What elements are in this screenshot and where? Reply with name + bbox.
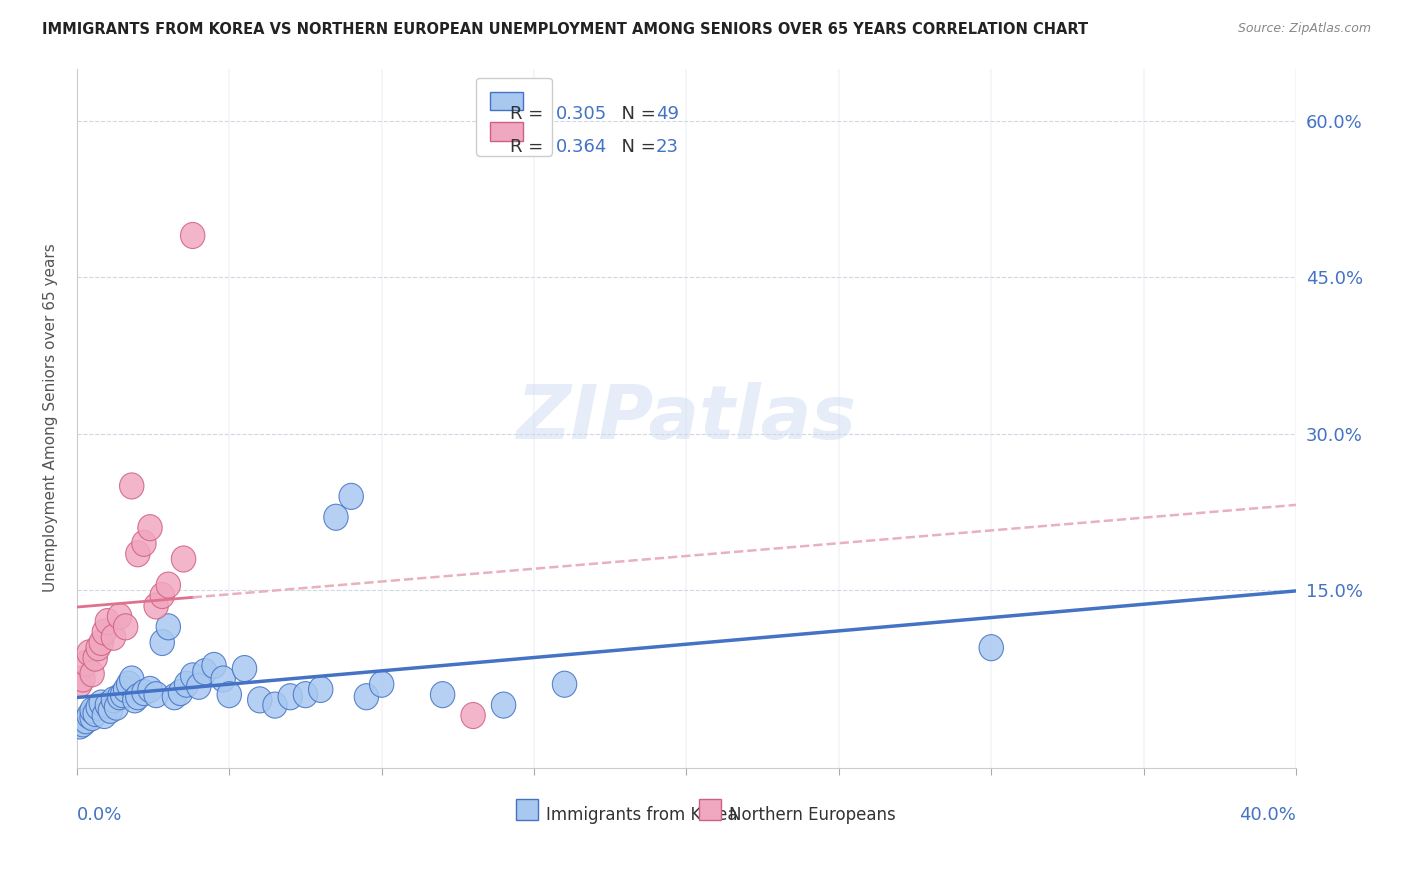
Ellipse shape — [193, 658, 217, 685]
Ellipse shape — [138, 515, 162, 541]
Legend: , : , — [477, 78, 553, 156]
Ellipse shape — [77, 703, 101, 729]
Ellipse shape — [80, 705, 104, 731]
Ellipse shape — [111, 681, 135, 707]
Ellipse shape — [80, 698, 104, 723]
Ellipse shape — [162, 683, 187, 710]
Ellipse shape — [308, 676, 333, 703]
Ellipse shape — [122, 687, 148, 713]
Ellipse shape — [114, 614, 138, 640]
Ellipse shape — [107, 683, 132, 710]
Ellipse shape — [172, 546, 195, 572]
Ellipse shape — [339, 483, 363, 509]
Ellipse shape — [370, 671, 394, 698]
Ellipse shape — [114, 676, 138, 703]
Ellipse shape — [125, 683, 150, 710]
Text: R =: R = — [509, 138, 548, 156]
Ellipse shape — [156, 614, 180, 640]
Ellipse shape — [132, 680, 156, 706]
Ellipse shape — [83, 645, 107, 671]
Text: IMMIGRANTS FROM KOREA VS NORTHERN EUROPEAN UNEMPLOYMENT AMONG SENIORS OVER 65 YE: IMMIGRANTS FROM KOREA VS NORTHERN EUROPE… — [42, 22, 1088, 37]
Ellipse shape — [294, 681, 318, 707]
Ellipse shape — [232, 656, 257, 681]
Text: Immigrants from Korea: Immigrants from Korea — [547, 806, 738, 824]
Ellipse shape — [70, 666, 96, 692]
Ellipse shape — [86, 634, 111, 661]
Ellipse shape — [150, 582, 174, 608]
Ellipse shape — [77, 640, 101, 666]
Ellipse shape — [83, 700, 107, 726]
Ellipse shape — [156, 572, 180, 599]
Ellipse shape — [169, 680, 193, 706]
Ellipse shape — [174, 671, 198, 698]
Text: 40.0%: 40.0% — [1239, 806, 1296, 824]
Ellipse shape — [93, 703, 117, 729]
Ellipse shape — [89, 630, 114, 656]
Ellipse shape — [491, 692, 516, 718]
Ellipse shape — [180, 663, 205, 689]
Ellipse shape — [138, 676, 162, 703]
Text: 0.305: 0.305 — [555, 105, 607, 123]
Ellipse shape — [202, 652, 226, 679]
FancyBboxPatch shape — [699, 799, 721, 820]
Ellipse shape — [217, 681, 242, 707]
Ellipse shape — [979, 634, 1004, 661]
Ellipse shape — [143, 593, 169, 619]
Y-axis label: Unemployment Among Seniors over 65 years: Unemployment Among Seniors over 65 years — [44, 244, 58, 592]
Ellipse shape — [120, 473, 143, 499]
Ellipse shape — [263, 692, 287, 718]
Ellipse shape — [70, 711, 96, 737]
Ellipse shape — [75, 707, 98, 734]
Ellipse shape — [107, 603, 132, 630]
Ellipse shape — [278, 683, 302, 710]
Ellipse shape — [323, 504, 349, 531]
Ellipse shape — [211, 666, 235, 692]
Ellipse shape — [80, 661, 104, 687]
Ellipse shape — [104, 694, 129, 720]
Text: Northern Europeans: Northern Europeans — [730, 806, 896, 824]
Ellipse shape — [89, 690, 114, 716]
Text: 0.0%: 0.0% — [77, 806, 122, 824]
Ellipse shape — [67, 671, 93, 698]
Text: Source: ZipAtlas.com: Source: ZipAtlas.com — [1237, 22, 1371, 36]
Text: N =: N = — [610, 138, 661, 156]
Ellipse shape — [120, 666, 143, 692]
Ellipse shape — [187, 673, 211, 699]
Ellipse shape — [101, 687, 125, 713]
Ellipse shape — [98, 698, 122, 723]
Ellipse shape — [143, 681, 169, 707]
Text: 23: 23 — [657, 138, 679, 156]
Ellipse shape — [132, 531, 156, 557]
Ellipse shape — [354, 683, 378, 710]
Ellipse shape — [96, 608, 120, 634]
Ellipse shape — [75, 650, 98, 676]
Text: 49: 49 — [657, 105, 679, 123]
Ellipse shape — [117, 671, 141, 698]
Ellipse shape — [247, 687, 271, 713]
Ellipse shape — [101, 624, 125, 650]
Ellipse shape — [96, 692, 120, 718]
Ellipse shape — [150, 630, 174, 656]
Text: 0.364: 0.364 — [555, 138, 607, 156]
Text: R =: R = — [509, 105, 548, 123]
Ellipse shape — [180, 222, 205, 249]
Ellipse shape — [93, 619, 117, 645]
Text: ZIPatlas: ZIPatlas — [516, 382, 856, 455]
Ellipse shape — [461, 703, 485, 729]
Ellipse shape — [67, 713, 93, 739]
FancyBboxPatch shape — [516, 799, 537, 820]
Text: N =: N = — [610, 105, 661, 123]
Ellipse shape — [553, 671, 576, 698]
Ellipse shape — [86, 694, 111, 720]
Ellipse shape — [430, 681, 454, 707]
Ellipse shape — [125, 541, 150, 566]
